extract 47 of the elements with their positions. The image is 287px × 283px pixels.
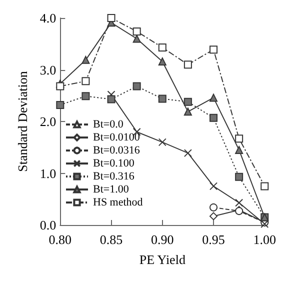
y-tick-label: 3.0 — [40, 62, 56, 78]
point — [107, 14, 116, 22]
point — [107, 95, 116, 104]
point — [132, 34, 141, 43]
legend-label: HS method — [93, 196, 144, 208]
point — [82, 92, 90, 100]
legend-label: Bt=0.0316 — [93, 144, 140, 156]
x-tick-label: 0.80 — [48, 232, 72, 247]
x-tick-label: 0.95 — [202, 232, 225, 247]
point — [82, 56, 90, 64]
y-tick-label: 0.0 — [40, 218, 56, 232]
point — [132, 27, 141, 36]
point — [235, 172, 244, 181]
y-tick-label: 4.0 — [40, 10, 56, 26]
point — [235, 198, 244, 207]
y-tick-label: 1.0 — [40, 166, 56, 181]
legend-label: Bt=1.00 — [93, 184, 130, 196]
point — [56, 82, 64, 90]
point — [235, 146, 244, 154]
point — [158, 94, 166, 103]
point — [184, 60, 192, 69]
point — [260, 182, 269, 190]
x-tick-label: 1.00 — [253, 232, 276, 247]
point — [158, 57, 166, 66]
point — [184, 98, 192, 106]
point — [184, 149, 192, 158]
legend-label: Bt=0.100 — [93, 158, 135, 170]
point — [235, 134, 244, 143]
point — [132, 82, 141, 90]
point — [210, 94, 218, 102]
point — [56, 100, 64, 109]
point — [210, 114, 218, 122]
point — [158, 138, 166, 146]
x-axis-title: PE Yield — [139, 252, 186, 267]
legend-label: Bt=0.0100 — [93, 132, 140, 144]
point — [210, 203, 218, 212]
point — [210, 46, 218, 54]
point — [184, 108, 192, 116]
y-axis-title: Standard Deviation — [15, 70, 30, 172]
legend-label: Bt=0.316 — [93, 170, 135, 182]
legend-label: Bt=0.0 — [93, 118, 124, 130]
x-tick-label: 0.85 — [100, 232, 123, 247]
point — [82, 77, 90, 86]
x-tick-label: 0.90 — [151, 232, 174, 247]
y-tick-label: 2.0 — [40, 114, 56, 129]
point — [210, 182, 218, 190]
point — [158, 44, 166, 52]
